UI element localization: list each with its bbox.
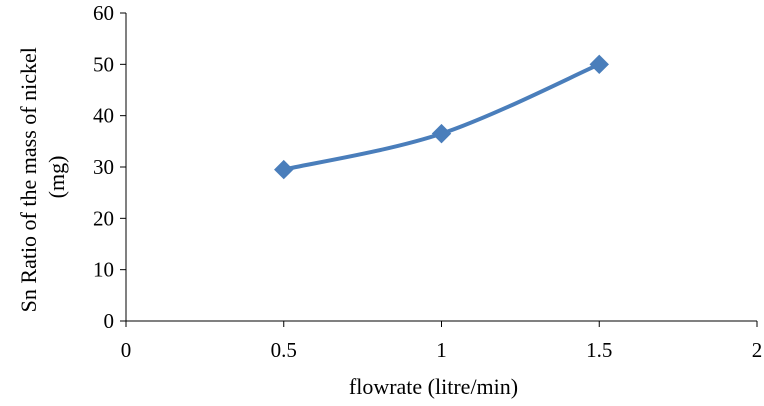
series-layer <box>274 54 609 180</box>
y-tick-label: 10 <box>93 258 114 282</box>
y-tick-label: 60 <box>93 1 114 25</box>
x-tick-label: 0.5 <box>271 338 297 362</box>
y-axis-title-line-1: Sn Ratio of the mass of nickel <box>16 47 41 312</box>
y-axis-title: Sn Ratio of the mass of nickel (mg) <box>16 42 69 313</box>
x-axis-title: flowrate (litre/min) <box>349 374 518 399</box>
y-tick-label: 30 <box>93 155 114 179</box>
data-point-diamond <box>431 123 452 144</box>
y-axis-title-line-2: (mg) <box>44 156 69 199</box>
data-point-diamond <box>274 159 294 180</box>
x-tick-label: 2 <box>752 338 763 362</box>
y-tick-label: 40 <box>93 104 114 128</box>
x-axis-ticks: 0 0.5 1 1.5 2 <box>121 321 763 362</box>
series-line <box>281 62 602 172</box>
x-tick-label: 1.5 <box>586 338 612 362</box>
plot-frame <box>125 13 757 322</box>
y-tick-label: 50 <box>93 52 114 76</box>
y-tick-label: 20 <box>93 206 114 230</box>
y-tick-label: 0 <box>104 309 115 333</box>
data-point-diamond <box>589 54 609 75</box>
x-tick-label: 0 <box>121 338 132 362</box>
y-axis-ticks: 0 10 20 30 40 50 60 <box>93 1 126 333</box>
x-tick-label: 1 <box>436 338 447 362</box>
